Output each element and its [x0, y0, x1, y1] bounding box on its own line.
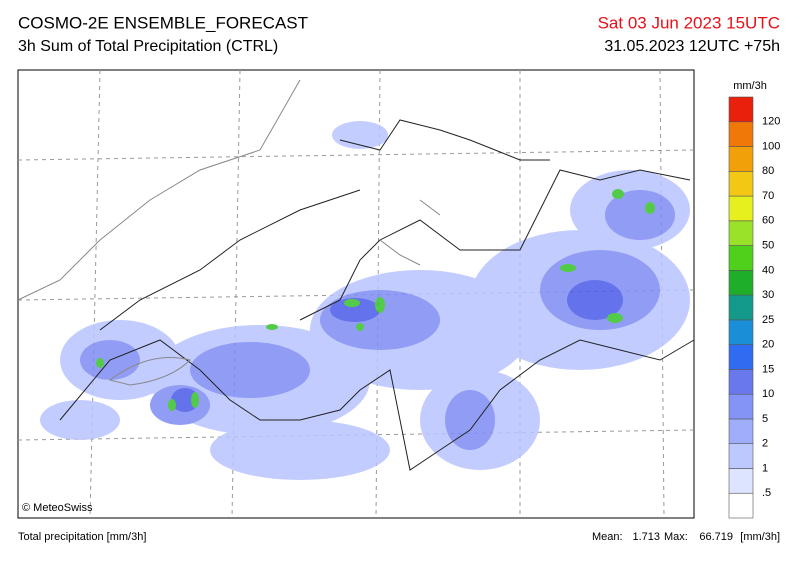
subtitle: 3h Sum of Total Precipitation (CTRL) — [18, 38, 278, 55]
colorbar-label: 10 — [762, 388, 774, 400]
colorbar-box — [728, 270, 754, 296]
footer-left: Total precipitation [mm/3h] — [18, 531, 146, 543]
colorbar-label: .5 — [762, 487, 771, 499]
borders — [59, 119, 695, 471]
colorbar-box — [728, 170, 754, 197]
colorbar-box — [728, 468, 754, 494]
valid-time: Sat 03 Jun 2023 15UTC — [598, 13, 780, 32]
colorbar-box — [728, 443, 754, 469]
footer-unit: [mm/3h] — [740, 531, 780, 543]
colorbar-label: 15 — [762, 363, 774, 375]
run-time: 31.05.2023 12UTC +75h — [604, 38, 780, 55]
colorbar-box — [728, 121, 754, 147]
colorbar-box — [728, 96, 754, 123]
colorbar-label: 25 — [762, 314, 774, 326]
colorbar-label: 40 — [762, 264, 774, 276]
colorbar-box — [728, 344, 754, 370]
colorbar-box — [728, 492, 754, 519]
colorbar-label: 120 — [762, 116, 780, 128]
colorbar-box — [728, 294, 754, 321]
colorbar-label: 80 — [762, 165, 774, 177]
colorbar-box — [728, 146, 754, 172]
colorbar-label: 20 — [762, 339, 774, 351]
colorbar-box — [728, 418, 754, 445]
colorbar-label: 30 — [762, 289, 774, 301]
colorbar-box — [728, 369, 754, 395]
legend-unit: mm/3h — [733, 80, 767, 92]
map: © MeteoSwiss — [17, 69, 695, 519]
colorbar-box — [728, 319, 754, 345]
credit: © MeteoSwiss — [22, 502, 93, 514]
colorbar-label: 5 — [762, 413, 768, 425]
max-label: Max: — [664, 531, 688, 543]
coastlines — [17, 79, 441, 386]
colorbar-box — [728, 393, 754, 420]
mean-value: 1.713 — [632, 531, 660, 543]
colorbar-label: 100 — [762, 140, 780, 152]
colorbar-label: 50 — [762, 239, 774, 251]
colorbar-label: 70 — [762, 190, 774, 202]
precipitation — [40, 121, 690, 480]
colorbar-box — [728, 245, 754, 271]
colorbar-label: 1 — [762, 462, 768, 474]
max-value: 66.719 — [699, 531, 733, 543]
colorbar-box — [728, 220, 754, 246]
mean-label: Mean: — [592, 531, 623, 543]
colorbar-box — [728, 195, 754, 222]
colorbar-label: 60 — [762, 215, 774, 227]
title: COSMO-2E ENSEMBLE_FORECAST — [18, 13, 308, 32]
colorbar-label: 2 — [762, 438, 768, 450]
